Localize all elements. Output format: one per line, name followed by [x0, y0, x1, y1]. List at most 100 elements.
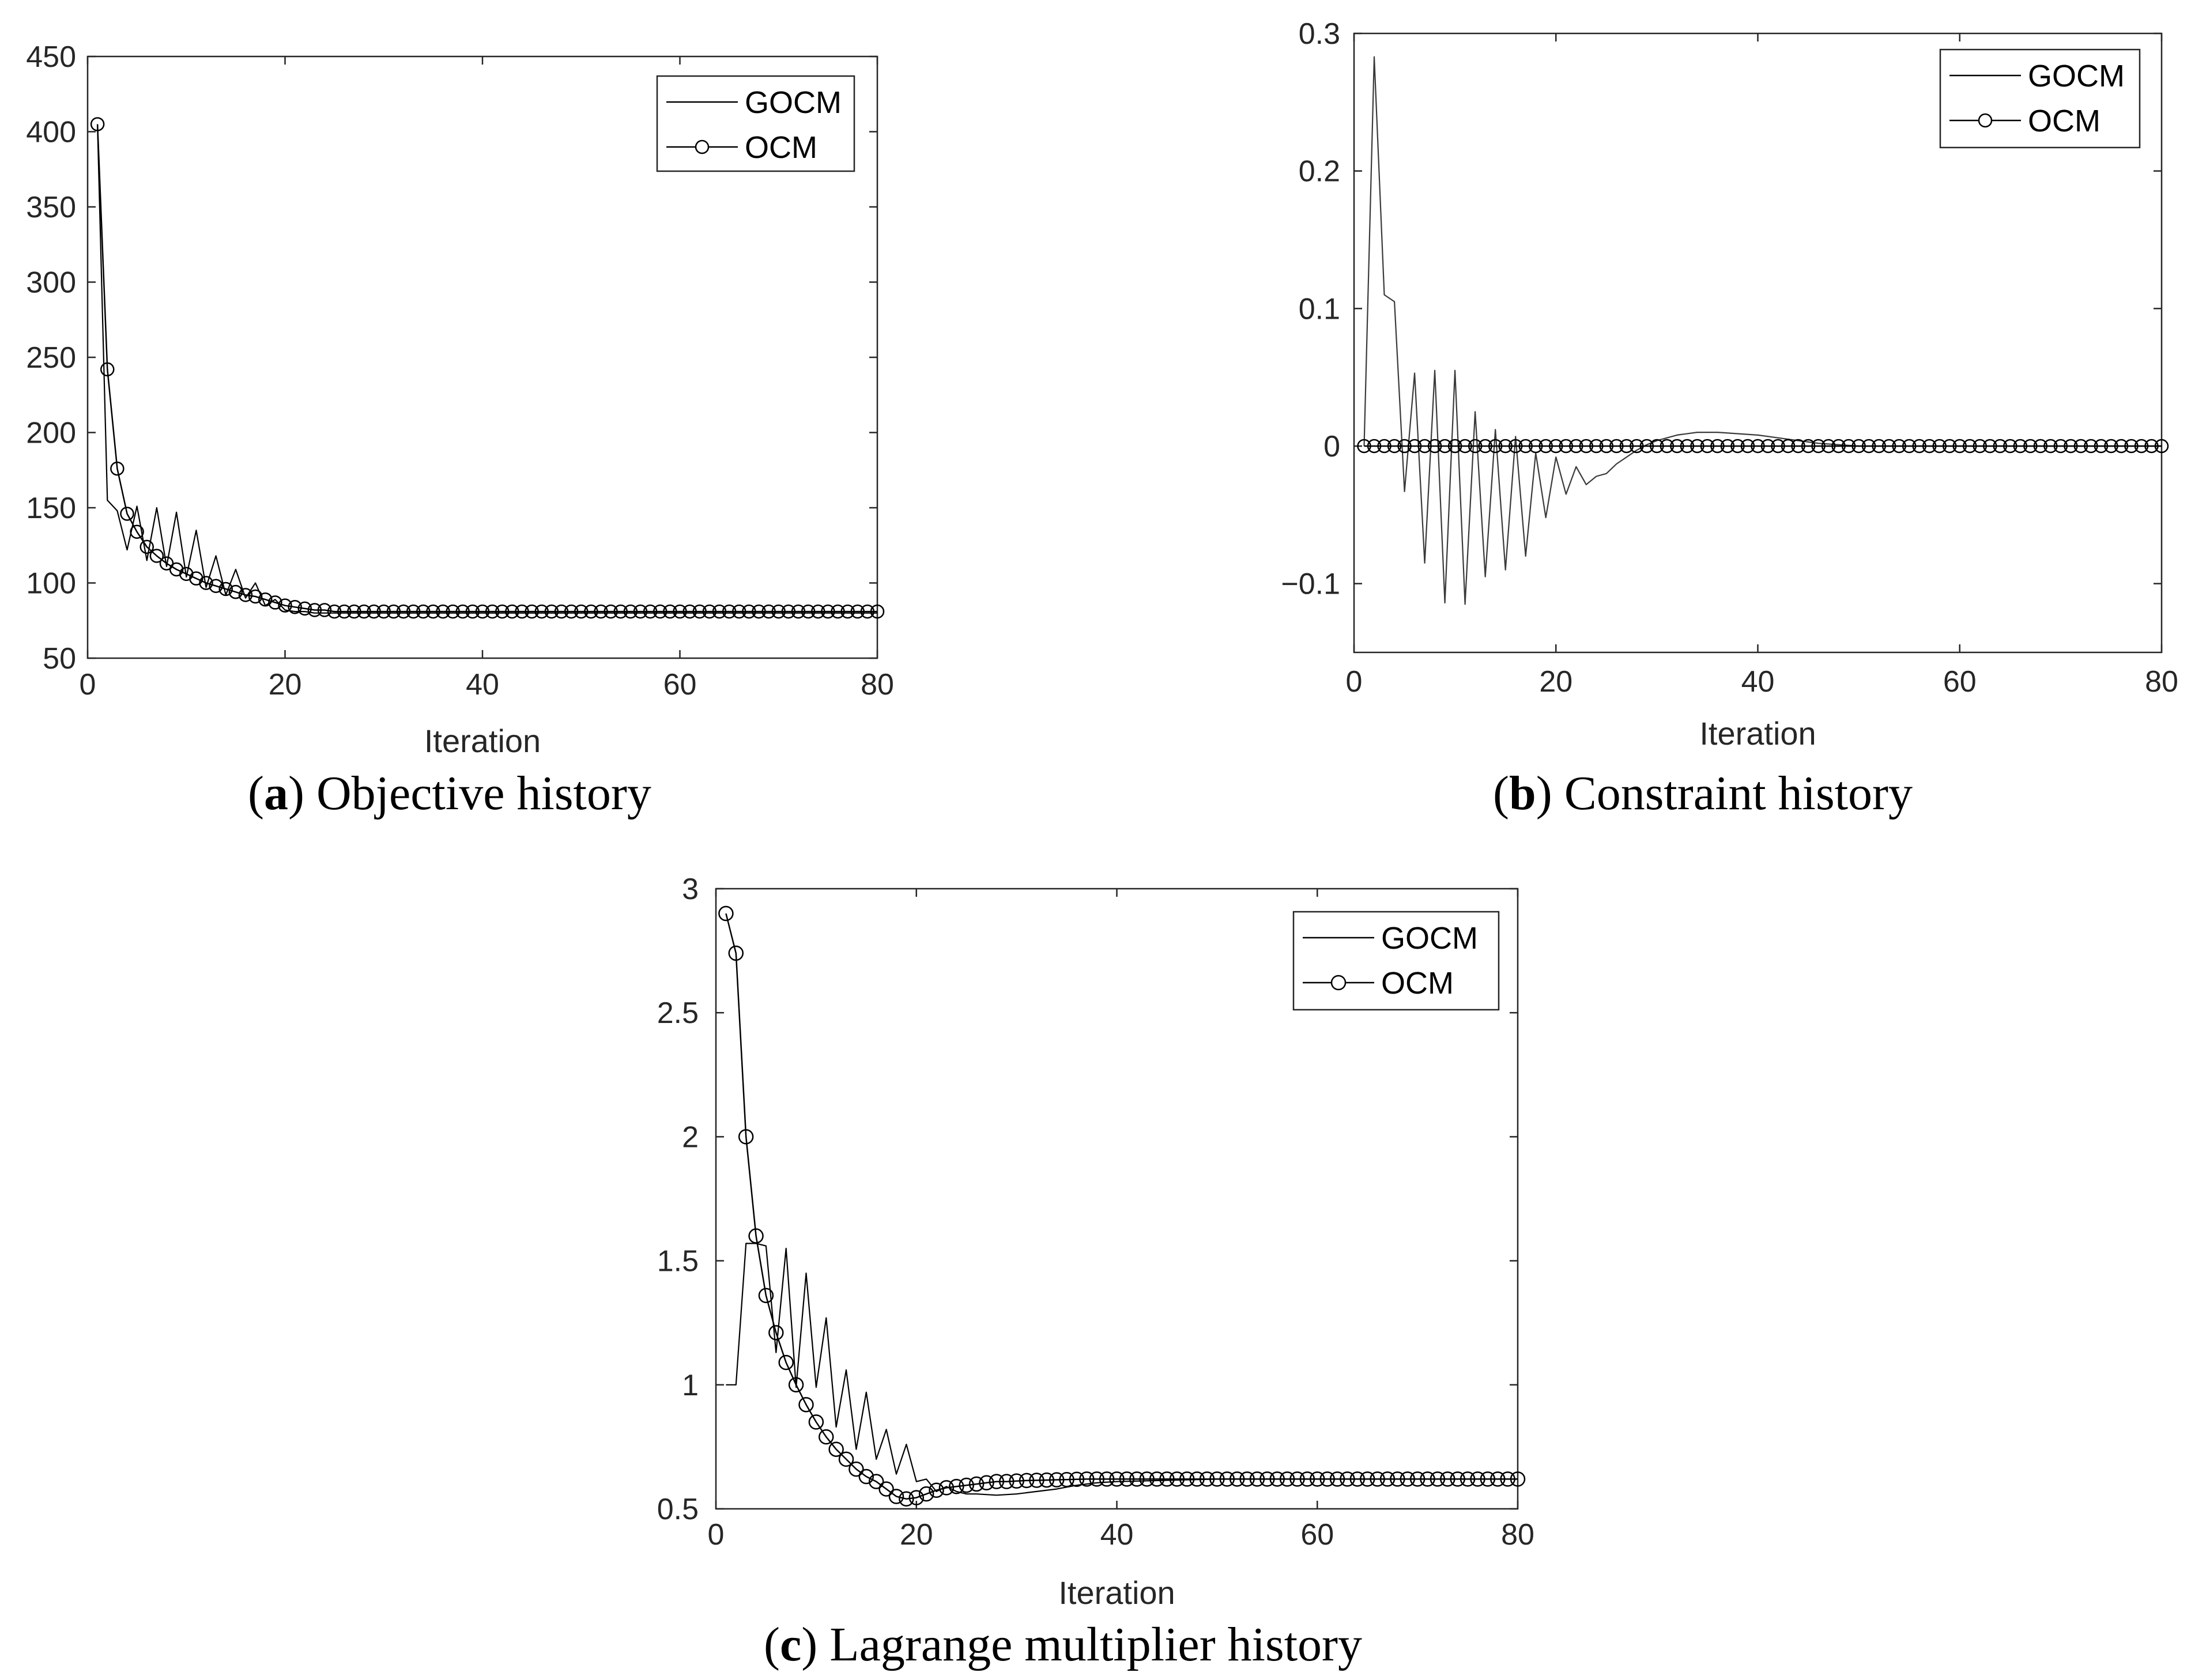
data-point-ocm [2084, 439, 2098, 454]
data-point-ocm [317, 603, 332, 617]
data-point-ocm [738, 1129, 754, 1145]
data-point-ocm [1209, 1471, 1225, 1487]
data-point-ocm [1129, 1471, 1145, 1487]
data-point-ocm [218, 582, 233, 597]
data-point-ocm [139, 539, 154, 554]
data-point-ocm [199, 576, 213, 590]
data-point-ocm [594, 604, 608, 619]
y-tick-label: 1 [682, 1369, 699, 1402]
data-point-ocm [2144, 439, 2159, 454]
data-point-ocm [808, 1414, 824, 1430]
data-point-ocm [1781, 439, 1796, 454]
legend-label-gocm: GOCM [1381, 921, 1478, 956]
data-point-ocm [801, 604, 816, 619]
data-point-ocm [1751, 439, 1765, 454]
x-tick-label: 40 [1100, 1518, 1134, 1551]
data-point-ocm [1881, 439, 1896, 454]
data-point-ocm [1740, 439, 1755, 454]
data-point-ocm [748, 1228, 764, 1244]
data-point-ocm [505, 604, 519, 619]
x-tick-label: 40 [466, 668, 499, 701]
data-point-ocm [2124, 439, 2139, 454]
x-tick-label: 0 [708, 1518, 725, 1551]
data-point-ocm [1932, 439, 1947, 454]
caption-b-text: Constraint history [1564, 767, 1913, 820]
data-point-ocm [1019, 1473, 1035, 1489]
data-point-ocm [1952, 439, 1967, 454]
legend-box [656, 75, 855, 172]
data-point-ocm [1942, 439, 1957, 454]
data-point-ocm [998, 1474, 1015, 1489]
data-point-ocm [1049, 1472, 1065, 1488]
data-point-ocm [979, 1475, 994, 1491]
legend-label-gocm: GOCM [2028, 59, 2125, 93]
data-point-ocm [989, 1474, 1005, 1489]
data-point-ocm [1159, 1471, 1175, 1487]
data-point-ocm [1319, 1471, 1335, 1487]
data-point-ocm [1279, 1471, 1295, 1487]
data-point-ocm [446, 604, 460, 619]
y-tick-label: 100 [26, 567, 76, 601]
data-point-ocm [1029, 1473, 1044, 1488]
data-point-ocm [2053, 439, 2068, 454]
data-point-ocm [752, 604, 766, 619]
data-point-ocm [1377, 439, 1391, 454]
data-point-ocm [623, 604, 638, 619]
data-point-ocm [100, 362, 115, 377]
data-point-ocm [554, 604, 569, 619]
data-point-ocm [2043, 439, 2058, 454]
data-point-ocm [337, 604, 352, 619]
data-point-ocm [2023, 439, 2038, 454]
data-point-ocm [1639, 439, 1654, 454]
lagrange-multiplier-history-chart: 0 20 40 60 80 0.5 1 1.5 2 2.5 3 Iteration GOCM OCM [657, 873, 1534, 1611]
data-point-ocm [1407, 439, 1422, 454]
data-point-ocm [712, 604, 727, 619]
data-point-ocm [1841, 439, 1856, 454]
data-point-ocm [268, 595, 282, 610]
data-point-ocm [1680, 439, 1695, 454]
data-point-ocm [1538, 439, 1553, 454]
x-tick-label: 80 [861, 668, 894, 701]
series-line-ocm [725, 913, 1518, 1500]
data-point-ocm [426, 604, 440, 619]
data-point-ocm [1069, 1471, 1085, 1488]
data-point-ocm [228, 584, 243, 599]
caption-a: (a) Objective history [248, 767, 651, 820]
data-point-ocm [258, 592, 273, 607]
data-point-ocm [1510, 1471, 1526, 1487]
data-point-ocm [1528, 439, 1543, 454]
data-point-ocm [1370, 1471, 1385, 1487]
data-point-ocm [2033, 439, 2048, 454]
data-point-ocm [1851, 439, 1866, 454]
data-point-ocm [455, 604, 470, 619]
data-point-ocm [1498, 439, 1513, 454]
data-point-ocm [307, 603, 322, 617]
data-point-ocm [1397, 439, 1412, 454]
data-point-ocm [278, 598, 292, 613]
data-point-ocm [1169, 1471, 1185, 1487]
x-axis-label: Iteration [1058, 1575, 1175, 1611]
data-point-ocm [1470, 1471, 1485, 1487]
data-point-ocm [1831, 439, 1846, 454]
data-point-ocm [495, 604, 510, 619]
data-point-ocm [1199, 1471, 1215, 1487]
data-point-ocm [465, 604, 480, 619]
data-point-ocm [1447, 439, 1462, 454]
data-point-ocm [1771, 439, 1785, 454]
data-point-ocm [574, 604, 589, 619]
legend-marker-ocm [695, 139, 710, 154]
data-point-ocm [929, 1482, 944, 1498]
y-tick-label: 200 [26, 417, 76, 450]
data-point-ocm [1609, 439, 1624, 454]
data-point-ocm [1340, 1471, 1355, 1487]
data-point-ocm [1973, 439, 1988, 454]
chart-panel-b: 0 20 40 60 80 −0.1 0 0.1 0.2 0.3 Iteration GOCM OCM [1239, 0, 2191, 830]
data-point-ocm [436, 604, 450, 619]
data-point-ocm [1670, 439, 1684, 454]
data-point-ocm [544, 604, 559, 619]
data-point-ocm [396, 604, 411, 619]
data-point-ocm [1427, 439, 1442, 454]
data-point-ocm [209, 579, 223, 593]
x-tick-label: 80 [2145, 665, 2178, 699]
legend-label-gocm: GOCM [745, 85, 842, 120]
